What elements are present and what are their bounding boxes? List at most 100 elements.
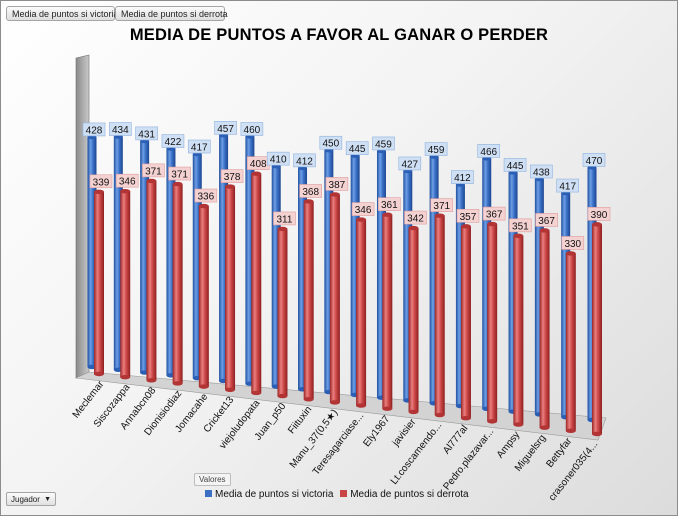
label-victoria-2: 431: [135, 126, 158, 140]
svg-text:339: 339: [93, 177, 110, 188]
svg-text:390: 390: [591, 210, 608, 221]
svg-text:470: 470: [586, 156, 603, 167]
svg-text:466: 466: [480, 147, 497, 158]
svg-text:427: 427: [401, 159, 418, 170]
legend-label-victoria: Media de puntos si victoria: [215, 489, 334, 500]
bar-derrota-15[interactable]: [487, 221, 498, 424]
label-derrota-15: 367: [482, 206, 506, 221]
svg-text:410: 410: [270, 155, 287, 166]
bar-derrota-8[interactable]: [303, 199, 314, 402]
label-victoria-12: 427: [398, 156, 422, 170]
label-victoria-9: 450: [319, 135, 343, 150]
svg-text:378: 378: [224, 172, 241, 183]
label-victoria-6: 460: [240, 122, 264, 136]
svg-text:417: 417: [191, 143, 208, 154]
svg-text:367: 367: [486, 210, 503, 221]
label-derrota-4: 336: [194, 188, 218, 203]
label-derrota-19: 390: [587, 207, 611, 221]
svg-text:450: 450: [322, 139, 339, 150]
bar-derrota-2[interactable]: [146, 178, 157, 383]
svg-text:371: 371: [145, 166, 162, 177]
bar-derrota-18[interactable]: [565, 251, 576, 434]
svg-text:445: 445: [507, 161, 524, 172]
label-derrota-11: 361: [378, 197, 401, 211]
bar-derrota-3[interactable]: [172, 181, 183, 386]
category-label-16: Ampsy: [495, 430, 522, 461]
label-derrota-12: 342: [404, 210, 427, 225]
svg-text:438: 438: [533, 167, 550, 178]
svg-text:346: 346: [355, 205, 372, 216]
bar-derrota-0[interactable]: [94, 189, 104, 377]
victoria-field-button[interactable]: Media de puntos si victoria: [6, 6, 119, 21]
svg-text:387: 387: [329, 180, 346, 191]
legend: Media de puntos si victoria Media de pun…: [205, 489, 473, 500]
svg-text:408: 408: [250, 159, 267, 170]
svg-text:371: 371: [171, 170, 188, 181]
svg-text:336: 336: [197, 192, 214, 203]
legend-swatch-victoria: [205, 490, 212, 497]
bar-derrota-4[interactable]: [198, 203, 209, 389]
bar-derrota-10[interactable]: [356, 217, 367, 408]
svg-text:412: 412: [296, 156, 313, 167]
svg-text:361: 361: [381, 200, 398, 211]
bar-derrota-11[interactable]: [382, 212, 393, 411]
svg-text:330: 330: [564, 239, 581, 250]
legend-swatch-derrota: [340, 490, 348, 497]
svg-text:422: 422: [165, 137, 182, 148]
svg-text:367: 367: [538, 216, 555, 227]
jugador-filter-dropdown[interactable]: Jugador ▼: [6, 492, 56, 506]
category-label-10: Teresagarciase...: [311, 411, 367, 478]
legend-item-victoria: Media de puntos si victoria: [205, 489, 333, 500]
label-derrota-10: 346: [351, 202, 375, 216]
svg-text:431: 431: [138, 129, 155, 140]
label-victoria-14: 412: [451, 170, 474, 184]
svg-text:357: 357: [460, 212, 477, 223]
bar-derrota-1[interactable]: [120, 188, 131, 380]
category-label-18: Bettyfar: [544, 435, 574, 469]
category-label-11: Ely1967: [361, 413, 392, 449]
label-derrota-7: 311: [273, 211, 296, 225]
category-label-12: javisier: [390, 416, 419, 449]
label-derrota-5: 378: [220, 169, 244, 183]
category-label-8: Fiituxin: [286, 404, 314, 436]
bar-derrota-5[interactable]: [225, 184, 236, 392]
category-label-13: Lt.coscamendo...: [389, 420, 445, 487]
bar-derrota-12[interactable]: [408, 225, 419, 415]
label-victoria-10: 445: [345, 141, 369, 155]
svg-text:412: 412: [454, 173, 471, 184]
back-wall: [75, 54, 90, 379]
derrota-field-button[interactable]: Media de puntos si derrota: [115, 6, 228, 21]
label-victoria-7: 410: [266, 151, 290, 166]
label-derrota-9: 387: [325, 177, 349, 191]
label-victoria-18: 417: [556, 178, 579, 193]
bar-derrota-6[interactable]: [251, 171, 262, 396]
legend-item-derrota: Media de puntos si derrota: [340, 489, 469, 500]
category-label-15: Pedro.plazavar...: [441, 426, 496, 492]
svg-text:417: 417: [559, 182, 576, 193]
valores-field-label[interactable]: Valores: [194, 473, 231, 486]
svg-text:445: 445: [349, 144, 366, 155]
label-derrota-8: 368: [299, 184, 322, 198]
label-victoria-15: 466: [477, 144, 501, 158]
svg-text:434: 434: [112, 125, 129, 136]
bar-derrota-13[interactable]: [434, 213, 445, 418]
bar-derrota-17[interactable]: [539, 228, 550, 430]
svg-text:371: 371: [433, 201, 450, 212]
bar-derrota-7[interactable]: [277, 226, 288, 399]
svg-text:311: 311: [276, 214, 292, 225]
label-victoria-13: 459: [424, 142, 448, 156]
svg-text:346: 346: [119, 177, 136, 188]
legend-label-derrota: Media de puntos si derrota: [350, 489, 469, 500]
bar-derrota-16[interactable]: [513, 233, 524, 427]
label-derrota-3: 371: [168, 166, 191, 181]
label-derrota-6: 408: [246, 156, 270, 170]
svg-text:428: 428: [86, 125, 103, 136]
bar-derrota-19[interactable]: [592, 222, 602, 437]
bar-derrota-9[interactable]: [329, 192, 340, 405]
svg-text:342: 342: [407, 214, 424, 225]
bar-derrota-14[interactable]: [460, 224, 471, 421]
label-derrota-13: 371: [430, 198, 454, 212]
label-victoria-8: 412: [293, 153, 316, 167]
label-derrota-2: 371: [142, 163, 165, 177]
